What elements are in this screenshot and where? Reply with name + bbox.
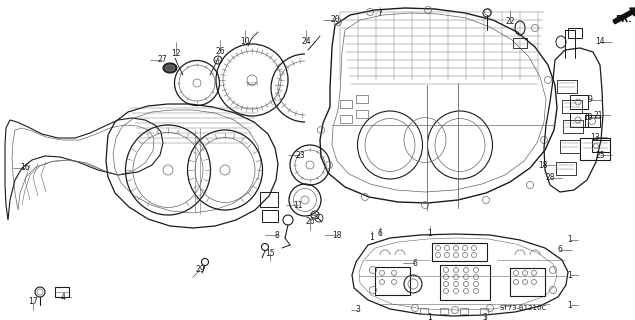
Text: 10: 10 bbox=[240, 37, 250, 46]
Bar bbox=[356, 95, 368, 103]
Text: 1: 1 bbox=[427, 228, 432, 237]
Text: 11: 11 bbox=[293, 201, 303, 210]
Bar bbox=[260, 192, 278, 207]
Bar bbox=[460, 308, 468, 314]
Text: 12: 12 bbox=[171, 50, 181, 59]
Text: 3: 3 bbox=[483, 313, 488, 320]
Bar bbox=[580, 138, 610, 160]
Text: ST73-B1210C: ST73-B1210C bbox=[500, 305, 547, 311]
Bar bbox=[262, 210, 278, 222]
Bar bbox=[480, 308, 488, 314]
Bar bbox=[562, 100, 582, 113]
Bar bbox=[510, 268, 545, 296]
Bar bbox=[563, 120, 583, 133]
Bar bbox=[585, 115, 600, 127]
Bar bbox=[557, 80, 577, 93]
Text: 20: 20 bbox=[330, 15, 340, 25]
Text: 7: 7 bbox=[378, 10, 382, 19]
Bar bbox=[375, 267, 410, 295]
Bar bbox=[560, 140, 580, 153]
Bar bbox=[432, 243, 487, 261]
Text: 9: 9 bbox=[587, 95, 592, 105]
Text: 1: 1 bbox=[370, 234, 375, 243]
Text: TACH: TACH bbox=[246, 83, 258, 87]
Text: 18: 18 bbox=[332, 230, 342, 239]
Bar bbox=[570, 113, 588, 127]
Bar bbox=[568, 28, 582, 38]
Text: 26: 26 bbox=[305, 218, 315, 227]
Ellipse shape bbox=[163, 63, 177, 73]
Text: 26: 26 bbox=[215, 47, 225, 57]
Text: 6: 6 bbox=[558, 245, 563, 254]
FancyArrow shape bbox=[613, 8, 635, 24]
Text: 6: 6 bbox=[378, 229, 382, 238]
Bar bbox=[420, 308, 428, 314]
Text: 1: 1 bbox=[568, 236, 572, 244]
Bar bbox=[356, 110, 368, 118]
Text: 1: 1 bbox=[427, 313, 432, 320]
Text: 17: 17 bbox=[28, 298, 38, 307]
Text: 1: 1 bbox=[568, 300, 572, 309]
Text: 27: 27 bbox=[157, 55, 167, 65]
Text: 14: 14 bbox=[595, 37, 605, 46]
Bar bbox=[440, 265, 490, 300]
Text: 25: 25 bbox=[595, 150, 605, 159]
Text: 3: 3 bbox=[356, 306, 361, 315]
Text: 24: 24 bbox=[301, 37, 311, 46]
Bar bbox=[340, 100, 352, 108]
Bar bbox=[440, 308, 448, 314]
Text: 21: 21 bbox=[593, 110, 603, 119]
Text: 29: 29 bbox=[195, 266, 205, 275]
Text: FR.: FR. bbox=[615, 15, 631, 25]
Text: 15: 15 bbox=[265, 249, 275, 258]
Bar bbox=[55, 287, 69, 297]
Text: 1: 1 bbox=[568, 270, 572, 279]
Text: 18: 18 bbox=[538, 161, 548, 170]
Bar bbox=[513, 38, 527, 48]
Text: 6: 6 bbox=[413, 259, 417, 268]
Text: 16: 16 bbox=[20, 164, 30, 172]
Bar bbox=[340, 115, 352, 123]
Bar bbox=[570, 95, 588, 109]
Text: 8: 8 bbox=[274, 230, 279, 239]
Text: 23: 23 bbox=[295, 150, 305, 159]
Ellipse shape bbox=[166, 65, 175, 71]
Bar bbox=[556, 162, 576, 175]
Text: 19: 19 bbox=[583, 114, 593, 123]
Text: 28: 28 bbox=[545, 173, 555, 182]
Text: 4: 4 bbox=[60, 292, 65, 301]
Bar bbox=[592, 140, 610, 152]
Text: 13: 13 bbox=[590, 132, 600, 141]
Text: 22: 22 bbox=[505, 18, 515, 27]
